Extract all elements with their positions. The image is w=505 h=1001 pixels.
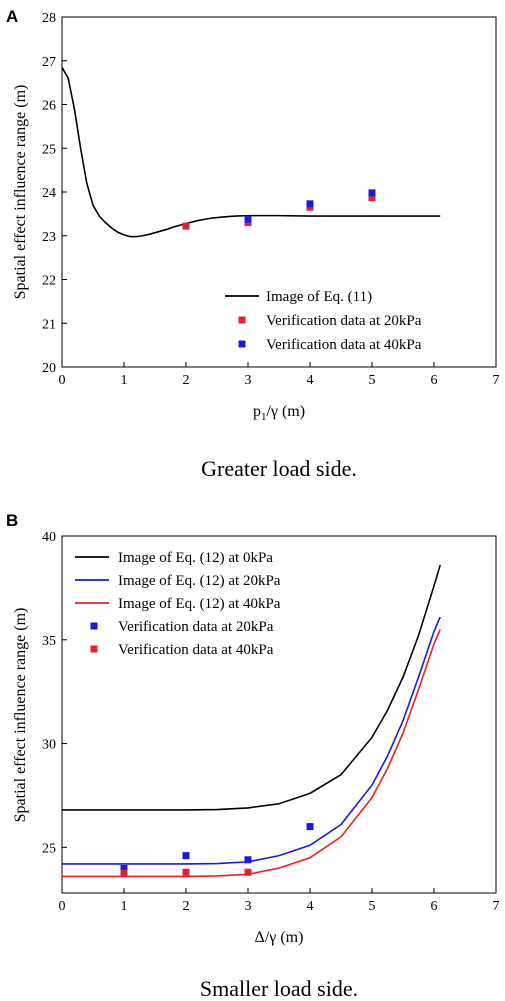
data-point [368, 189, 376, 197]
y-tick-label: 21 [42, 317, 56, 332]
series-line [62, 629, 441, 878]
panel-b-legend: Image of Eq. (12) at 0kPa Image of Eq. (1… [75, 550, 281, 658]
y-tick-label: 27 [42, 55, 56, 70]
data-point [306, 200, 314, 208]
data-point [182, 868, 190, 876]
x-tick-label: 1 [121, 373, 128, 388]
x-tick-label: 6 [431, 899, 438, 914]
legend-label: Verification data at 40kPa [266, 337, 422, 353]
legend-marker-swatch [238, 340, 246, 348]
panel-a-xlabel: p1/γ (m) [253, 403, 305, 423]
x-tick-label: 5 [369, 373, 376, 388]
y-tick-label: 24 [42, 186, 56, 201]
legend-marker-swatch [90, 622, 98, 630]
x-tick-label: 2 [183, 373, 190, 388]
x-tick-label: 3 [245, 899, 252, 914]
data-point [182, 222, 190, 230]
data-point [244, 215, 252, 223]
x-tick-label: 4 [307, 373, 314, 388]
legend-label: Image of Eq. (12) at 40kPa [118, 596, 281, 612]
x-tick-label: 1 [121, 899, 128, 914]
data-point [120, 865, 128, 873]
y-tick-label: 28 [42, 11, 56, 26]
panel-a-legend: Image of Eq. (11) Verification data at 20… [225, 289, 422, 353]
data-point [182, 852, 190, 860]
data-point [244, 868, 252, 876]
legend-marker-swatch [238, 316, 246, 324]
data-point [306, 823, 314, 831]
y-tick-label: 25 [42, 841, 56, 856]
series-line [62, 564, 441, 811]
panel-b-ylabel: Spatial effect influence range (m) [12, 608, 29, 823]
y-tick-label: 25 [42, 142, 56, 157]
panel-b-xlabel: Δ/γ (m) [255, 929, 304, 946]
legend-label: Image of Eq. (11) [266, 289, 372, 305]
legend-label: Image of Eq. (12) at 0kPa [118, 550, 273, 566]
panel-a-caption: Greater load side. [201, 456, 357, 481]
legend-label: Image of Eq. (12) at 20kPa [118, 573, 281, 589]
data-point [120, 869, 128, 877]
panel-b-letter: B [6, 511, 18, 530]
y-tick-label: 20 [42, 361, 56, 376]
panel-b-plot-frame [61, 535, 497, 894]
series-line [62, 616, 441, 865]
x-tick-label: 2 [183, 899, 190, 914]
panel-b-lines [62, 564, 441, 878]
y-tick-label: 35 [42, 634, 56, 649]
x-tick-label: 0 [59, 373, 66, 388]
panel-a-lines [61, 66, 441, 238]
panel-a: A Spatial effect influence range (m) p1/… [6, 7, 500, 481]
legend-label: Verification data at 20kPa [118, 619, 274, 635]
panel-b: B Spatial effect influence range (m) Δ/γ… [6, 511, 500, 1001]
x-tick-label: 3 [245, 373, 252, 388]
series-line [61, 66, 441, 238]
y-tick-label: 22 [42, 274, 56, 289]
legend-marker-swatch [90, 645, 98, 653]
y-tick-label: 23 [42, 230, 56, 245]
panel-a-points [182, 189, 376, 230]
x-tick-label: 5 [369, 899, 376, 914]
panel-b-caption: Smaller load side. [200, 976, 358, 1001]
legend-label: Verification data at 40kPa [118, 642, 274, 658]
panel-a-letter: A [6, 7, 18, 26]
panel-a-ylabel: Spatial effect influence range (m) [12, 85, 29, 300]
panel-b-ticks: 0 1 2 3 4 5 6 7 25 30 35 40 [42, 530, 500, 914]
panel-b-points [120, 823, 314, 877]
x-tick-label: 4 [307, 899, 314, 914]
data-point [244, 856, 252, 864]
x-tick-label: 0 [59, 899, 66, 914]
x-tick-label: 6 [431, 373, 438, 388]
y-tick-label: 26 [42, 99, 56, 114]
y-tick-label: 30 [42, 738, 56, 753]
legend-label: Verification data at 20kPa [266, 313, 422, 329]
x-tick-label: 7 [493, 899, 500, 914]
data-point [368, 194, 376, 202]
x-tick-label: 7 [493, 373, 500, 388]
y-tick-label: 40 [42, 530, 56, 545]
